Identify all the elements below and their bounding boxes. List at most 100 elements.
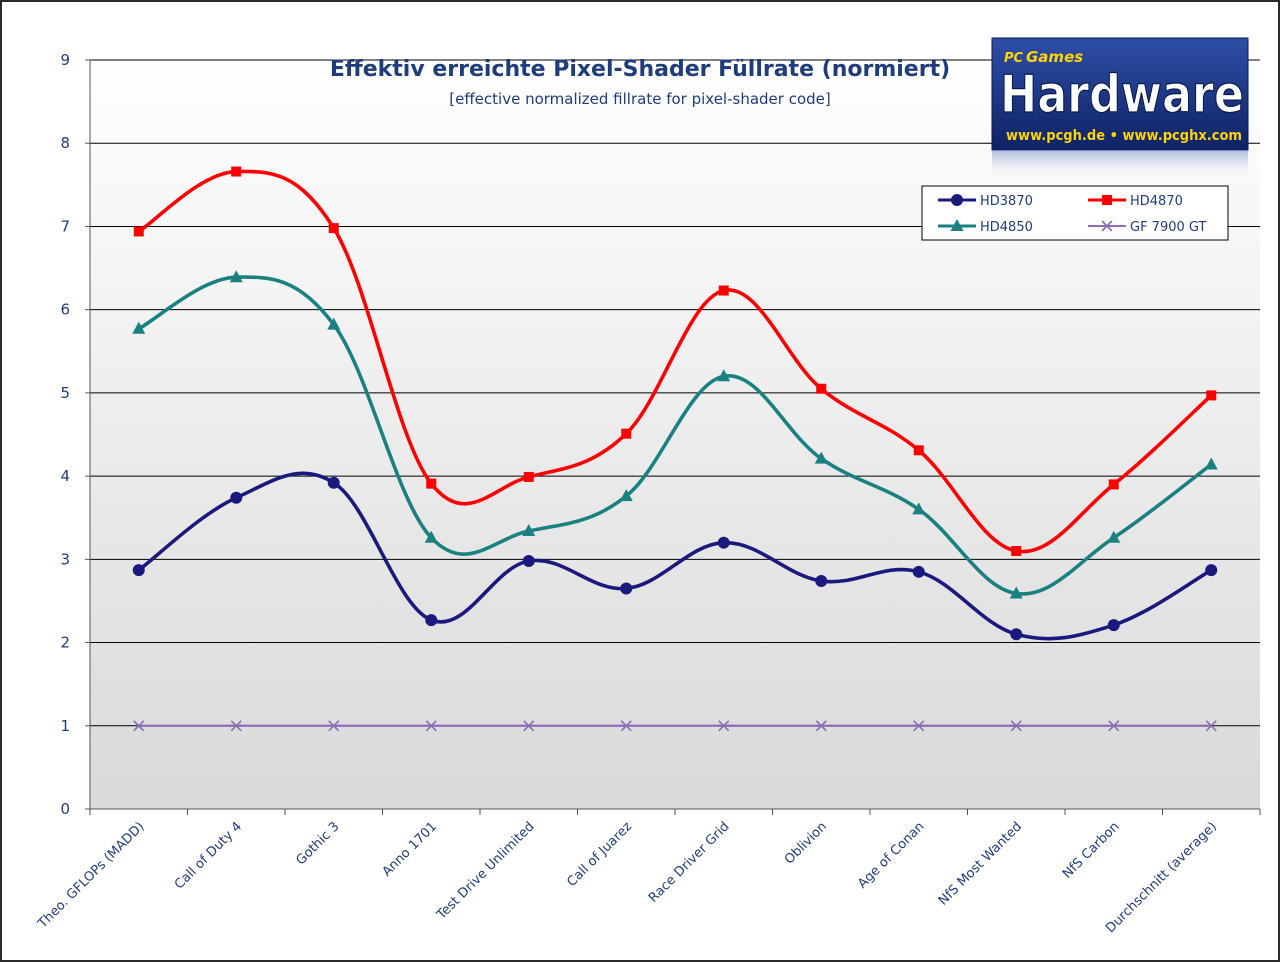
data-point — [1206, 390, 1217, 401]
data-point — [620, 582, 633, 595]
data-point — [1204, 457, 1218, 470]
data-point — [230, 491, 243, 504]
data-point — [1010, 720, 1022, 732]
data-point — [1011, 546, 1022, 557]
data-point — [717, 369, 731, 382]
data-point — [1009, 586, 1023, 599]
data-point — [426, 478, 437, 489]
x-axis: Theo. GFLOPs (MADD) Call of Duty 4 Gothic … — [35, 808, 1261, 936]
series-lines — [132, 166, 1218, 732]
data-point — [229, 270, 243, 283]
x-tick-label: Gothic 3 — [293, 819, 342, 868]
data-point — [913, 445, 924, 456]
x-tick-label: NfS Carbon — [1060, 819, 1123, 882]
chart-subtitle: [effective normalized fillrate for pixel… — [449, 90, 830, 108]
data-point — [425, 720, 437, 732]
data-point — [1010, 628, 1023, 641]
data-point — [814, 451, 828, 464]
series-hd4870 — [133, 166, 1217, 557]
x-tick-label: Call of Duty 4 — [172, 819, 245, 892]
data-point — [327, 476, 340, 489]
data-point — [717, 536, 730, 549]
pcgh-logo: PC Games Hardware www.pcgh.de • www.pcgh… — [991, 37, 1249, 180]
x-tick-label: Anno 1701 — [380, 819, 440, 879]
gridlines — [90, 59, 1260, 727]
y-tick-label: 8 — [60, 134, 70, 152]
data-point — [1108, 720, 1120, 732]
data-point — [328, 720, 340, 732]
legend-item: HD4850 — [938, 219, 1033, 235]
legend-label: HD4870 — [1130, 194, 1183, 209]
data-point — [1107, 619, 1120, 632]
y-tick-label: 1 — [60, 717, 70, 735]
legend-marker — [1101, 220, 1113, 232]
data-point — [230, 720, 242, 732]
data-point — [621, 428, 632, 439]
y-axis: 0 1 2 3 4 5 6 7 8 9 — [60, 51, 91, 818]
data-point — [620, 720, 632, 732]
y-tick-label: 0 — [60, 800, 70, 818]
chart-title: Effektiv erreichte Pixel-Shader Füllrate… — [330, 57, 950, 82]
x-tick-label: Oblivion — [782, 819, 830, 867]
y-tick-label: 5 — [60, 384, 70, 402]
x-tick-label: Test Drive Unlimited — [434, 819, 538, 923]
y-tick-label: 3 — [60, 550, 70, 568]
legend-marker — [951, 194, 963, 206]
legend-item: GF 7900 GT — [1088, 220, 1207, 235]
logo-url-text: www.pcgh.de • www.pcghx.com — [1006, 128, 1242, 144]
data-point — [912, 502, 926, 515]
x-tick-label: Call of Juarez — [564, 819, 635, 890]
x-tick-label: Theo. GFLOPs (MADD) — [35, 819, 148, 932]
y-tick-label: 6 — [60, 301, 70, 319]
y-tick-label: 7 — [60, 217, 70, 235]
data-point — [133, 226, 144, 237]
data-point — [132, 564, 145, 577]
data-point — [522, 524, 536, 537]
data-point — [815, 720, 827, 732]
legend-item: HD3870 — [938, 194, 1033, 209]
legend-item: HD4870 — [1088, 194, 1183, 209]
legend-label: HD3870 — [980, 194, 1033, 209]
x-tick-label: Durchschnitt (average) — [1103, 819, 1220, 936]
y-tick-label: 2 — [60, 634, 70, 652]
data-point — [913, 720, 925, 732]
logo-hardware-text: Hardware — [1000, 65, 1244, 125]
data-point — [523, 471, 534, 482]
data-point — [718, 720, 730, 732]
series-hd4850 — [132, 270, 1218, 599]
data-point — [1108, 479, 1119, 490]
x-tick-label: NfS Most Wanted — [936, 819, 1025, 908]
data-point — [132, 321, 146, 334]
logo-games-text: Games — [1026, 48, 1083, 66]
series-hd3870 — [132, 471, 1218, 641]
data-point — [522, 554, 535, 567]
data-point — [425, 614, 438, 627]
x-tick-label: Age of Conan — [855, 819, 927, 891]
legend-marker — [1102, 195, 1112, 205]
legend-label: GF 7900 GT — [1130, 220, 1207, 235]
plot-area — [90, 60, 1260, 809]
legend: HD3870 HD4870 HD4850 GF 7900 GT — [921, 185, 1229, 241]
y-tick-label: 9 — [60, 51, 70, 69]
data-point — [815, 574, 828, 587]
data-point — [1205, 564, 1218, 577]
data-point — [523, 720, 535, 732]
x-tick-label: Race Driver Grid — [646, 819, 733, 906]
y-tick-label: 4 — [60, 467, 70, 485]
data-point — [327, 317, 341, 330]
data-point — [1205, 720, 1217, 732]
data-point — [231, 166, 242, 177]
data-point — [424, 530, 438, 543]
data-point — [1107, 530, 1121, 543]
data-point — [133, 720, 145, 732]
data-point — [619, 489, 633, 502]
logo-top-text: PC — [1004, 51, 1024, 66]
data-point — [718, 285, 729, 296]
data-point — [816, 383, 827, 394]
legend-label: HD4850 — [980, 220, 1033, 235]
legend-marker — [950, 219, 964, 231]
data-point — [912, 565, 925, 578]
series-gf-7900-gt — [133, 720, 1217, 732]
data-point — [328, 223, 339, 234]
